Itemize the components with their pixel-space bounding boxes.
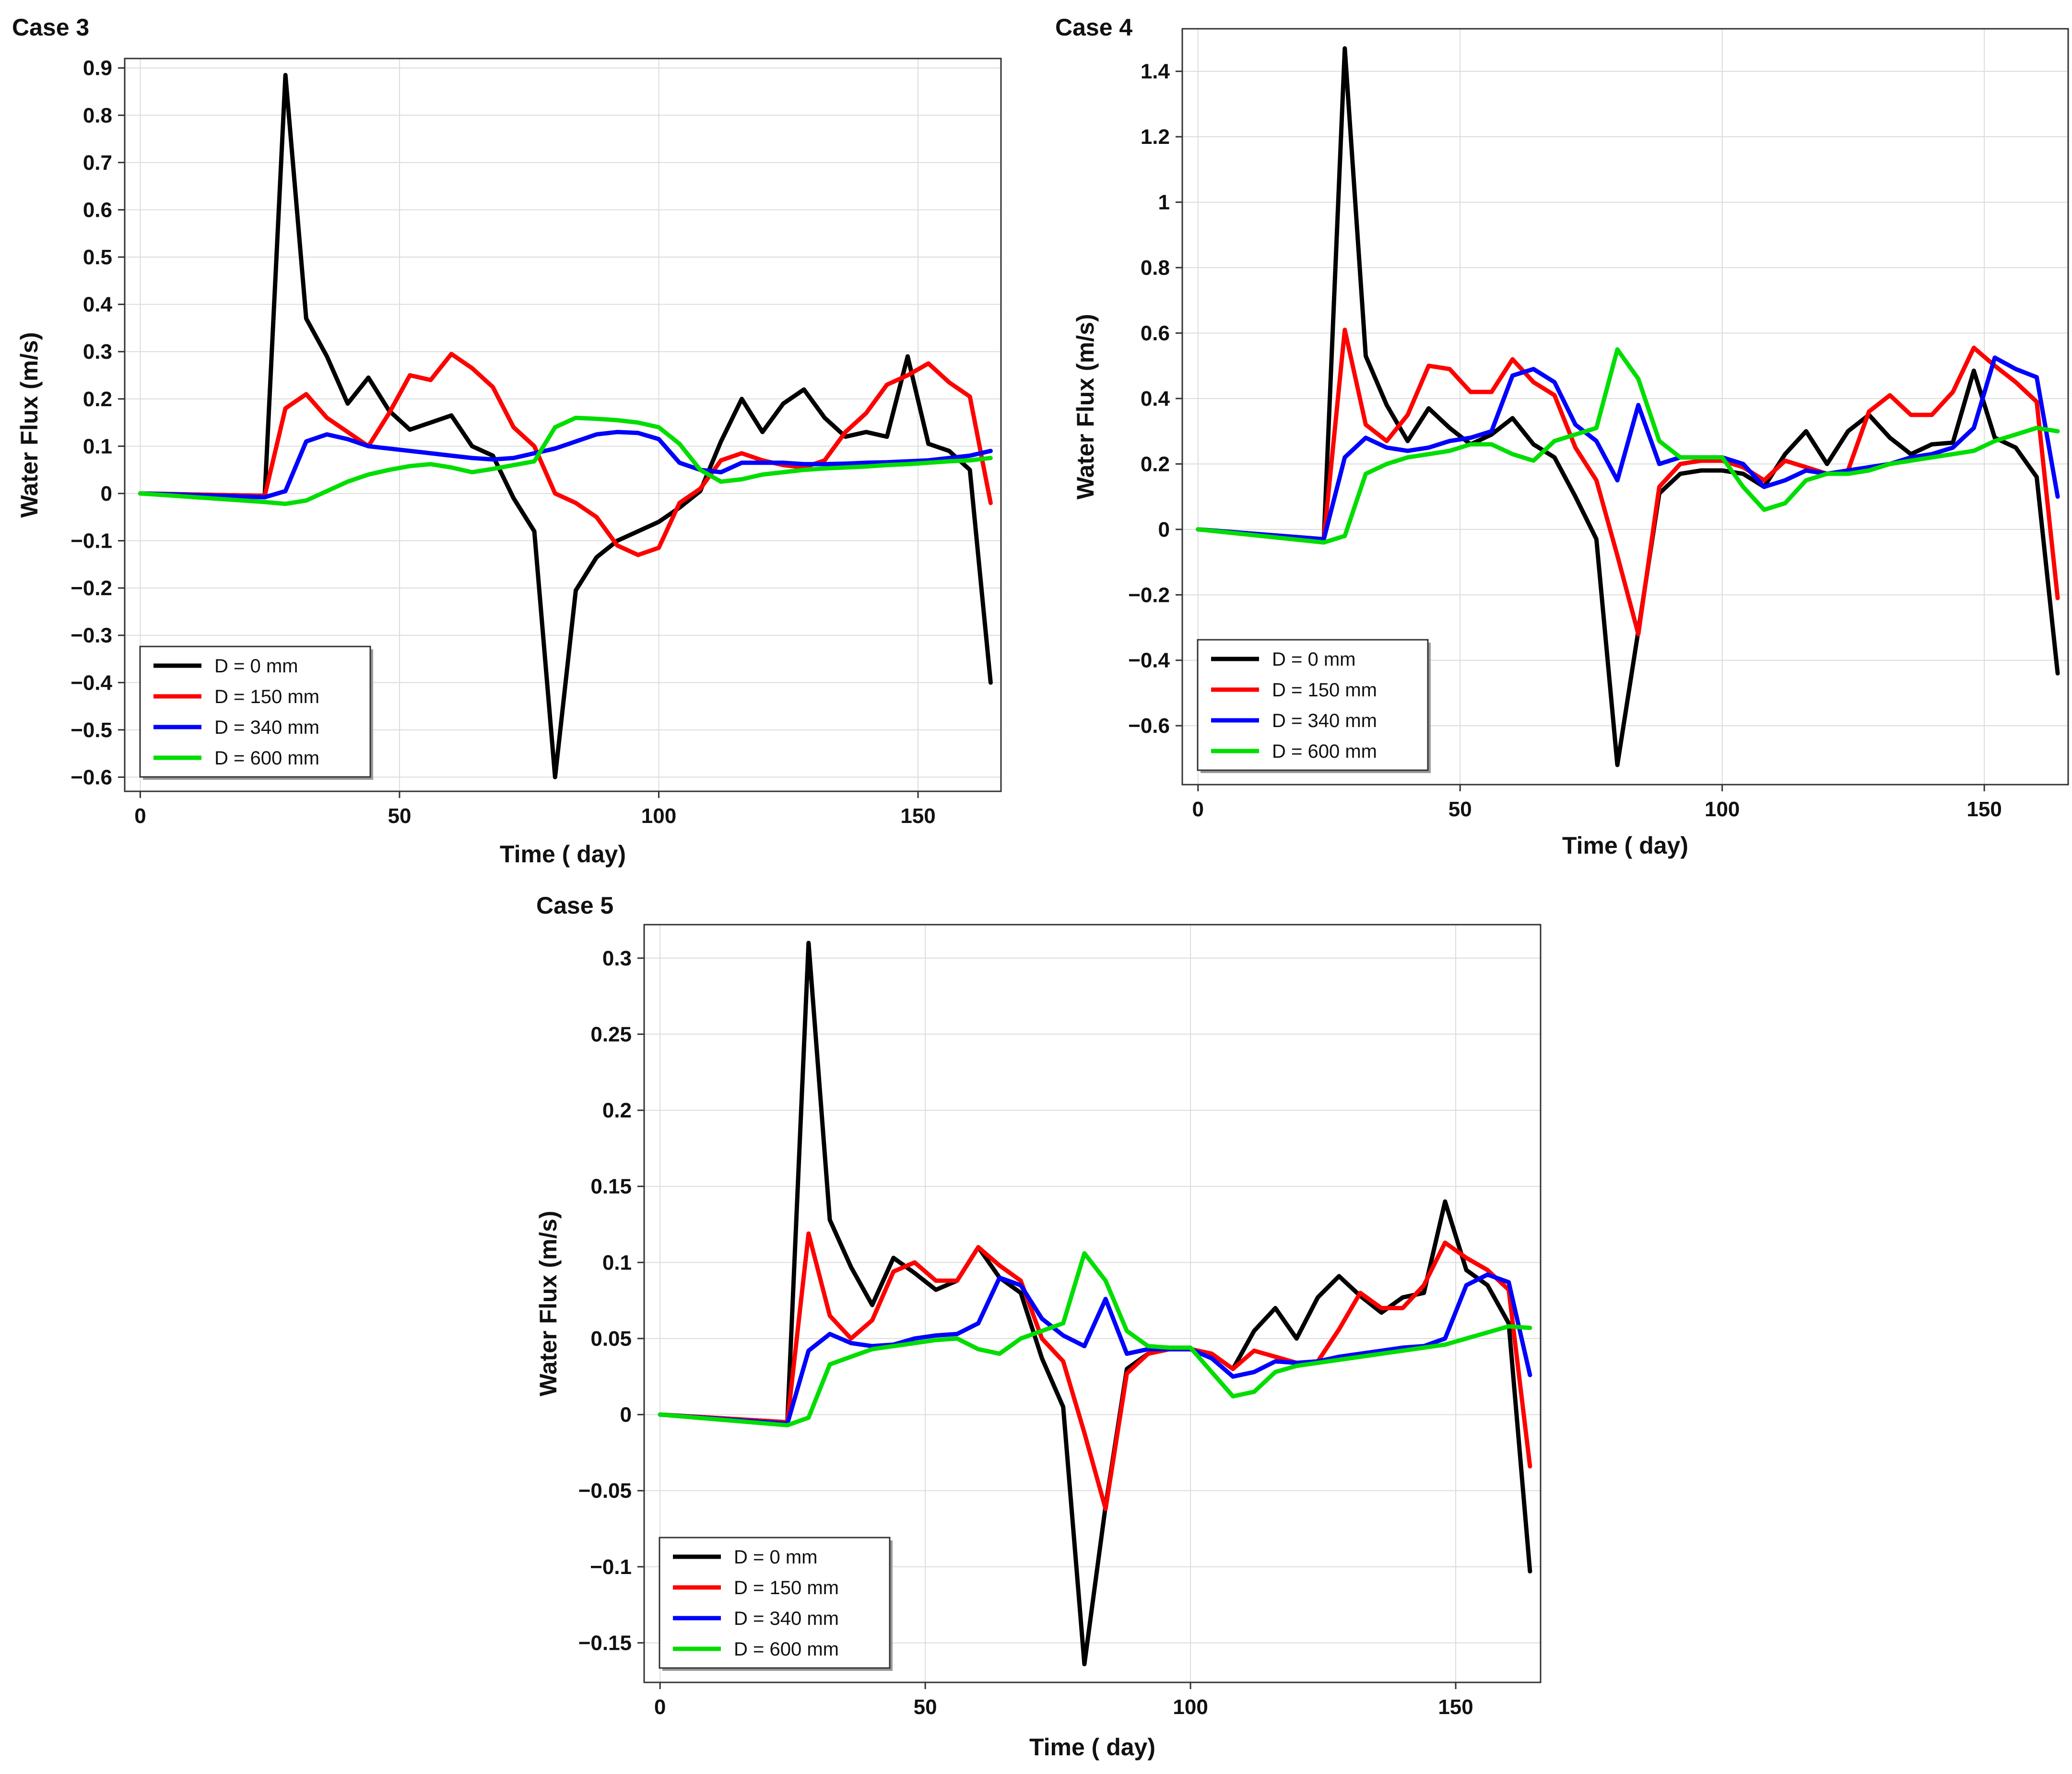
legend-label: D = 150 mm [214,686,319,707]
chart-title: Case 5 [536,892,613,919]
series-line-d-340-mm [138,430,993,500]
y-tick-label: 0.2 [602,1099,632,1122]
x-tick-label: 50 [388,804,411,828]
legend: D = 0 mm D = 150 mm D = 340 mm D = 600 mm [659,1537,893,1671]
chart-case-5: 0 50 100 150 −0.15 −0.1 −0.05 0 0.05 0.1 0.15 0.2 0.… [535,892,1542,1761]
y-tick-label: 0.25 [590,1022,632,1046]
chart-case-4: 0 50 100 150 −0.6 −0.4 −0.2 0 0.2 0.4 0.6 0.8 1 1.2 1.… [1055,14,2069,859]
x-tick-label: 50 [1448,798,1472,821]
y-tick-label: −0.5 [71,718,112,742]
legend: D = 0 mm D = 150 mm D = 340 mm D = 600 mm [139,646,373,780]
y-tick-label: −0.4 [71,671,112,694]
legend-box [659,1537,891,1669]
y-tick-label: 0.15 [590,1175,632,1198]
y-tick-label: 0.6 [1141,321,1170,345]
y-tick-label: 0.3 [83,340,112,364]
y-tick-label: 0.1 [602,1251,632,1274]
y-tick-label: −0.1 [71,529,112,553]
y-tick-label: −0.3 [71,624,112,647]
y-tick-label: −0.6 [1128,714,1170,738]
x-axis-label: Time ( day) [500,841,626,868]
x-tick-label: 150 [1438,1695,1473,1719]
y-tick-label: 0.8 [1141,256,1170,280]
legend-label: D = 0 mm [734,1547,817,1568]
y-tick-label: 1 [1158,191,1170,214]
series-line-d-0-mm [1196,46,2060,767]
y-tick-label: 0.2 [1141,452,1170,476]
legend-box [139,646,371,778]
x-tick-label: 0 [134,804,146,828]
y-axis-label: Water Flux (m/s) [16,332,43,517]
y-tick-label: 0.2 [83,388,112,411]
y-tick-label: 1.4 [1141,60,1170,83]
series-line-d-0-mm [138,73,993,779]
y-axis-label: Water Flux (m/s) [1072,314,1099,499]
chart-title: Case 3 [12,14,89,41]
legend-label: D = 600 mm [214,748,319,769]
y-tick-label: 0 [101,482,112,505]
y-tick-label: 0.1 [83,435,112,458]
y-tick-label: 0 [1158,518,1170,541]
legend-label: D = 600 mm [734,1639,839,1660]
x-tick-label: 50 [914,1695,937,1719]
y-tick-label: −0.1 [590,1555,632,1579]
legend-label: D = 150 mm [734,1577,839,1598]
series-line-d-600-mm [1196,347,2060,545]
x-tick-label: 150 [1966,798,2001,821]
y-tick-label: −0.4 [1128,649,1170,672]
plot-frame [643,924,1542,1683]
legend-label: D = 0 mm [214,656,298,677]
y-tick-label: −0.15 [578,1632,632,1655]
legend-label: D = 150 mm [1272,680,1377,701]
y-tick-label: 0.5 [83,246,112,269]
y-tick-label: 0 [620,1403,632,1427]
plot-frame [124,58,1002,792]
y-tick-label: 0.3 [602,947,632,970]
x-tick-label: 100 [641,804,676,828]
x-axis-label: Time ( day) [1029,1734,1155,1761]
y-tick-label: 0.8 [83,104,112,127]
y-tick-label: 0.4 [83,293,113,317]
y-tick-label: −0.05 [578,1479,632,1503]
y-tick-label: −0.2 [71,576,112,600]
legend: D = 0 mm D = 150 mm D = 340 mm D = 600 mm [1197,639,1431,773]
y-tick-label: 0.05 [590,1327,632,1351]
series-line-d-150-mm [1196,328,2060,636]
y-tick-label: 1.2 [1141,125,1170,149]
y-tick-label: 0.6 [83,198,112,222]
series-line-d-600-mm [138,415,993,506]
legend-label: D = 600 mm [1272,741,1377,762]
x-tick-label: 100 [1705,798,1740,821]
series-line-d-600-mm [658,1251,1532,1428]
plot-frame [1181,28,2069,786]
legend-label: D = 340 mm [734,1608,839,1629]
x-tick-label: 150 [900,804,935,828]
x-tick-label: 0 [654,1695,666,1719]
y-tick-label: 0.7 [83,151,112,175]
y-tick-label: −0.6 [71,765,112,789]
x-tick-label: 100 [1173,1695,1208,1719]
legend-label: D = 0 mm [1272,649,1355,670]
series-line-d-150-mm [658,1231,1532,1511]
x-axis-label: Time ( day) [1562,832,1688,859]
legend-label: D = 340 mm [1272,710,1377,731]
y-tick-label: 0.4 [1141,387,1170,411]
chart-title: Case 4 [1055,14,1132,41]
y-axis-label: Water Flux (m/s) [535,1210,562,1396]
legend-box [1197,639,1429,771]
y-tick-label: −0.2 [1128,583,1170,607]
y-tick-label: 0.9 [83,57,112,80]
x-tick-label: 0 [1192,798,1204,821]
chart-case-3: 0 50 100 150 −0.6 −0.5 −0.4 −0.3 −0.2 −0.1 0 0.1 0.2… [12,14,1002,868]
legend-label: D = 340 mm [214,717,319,738]
